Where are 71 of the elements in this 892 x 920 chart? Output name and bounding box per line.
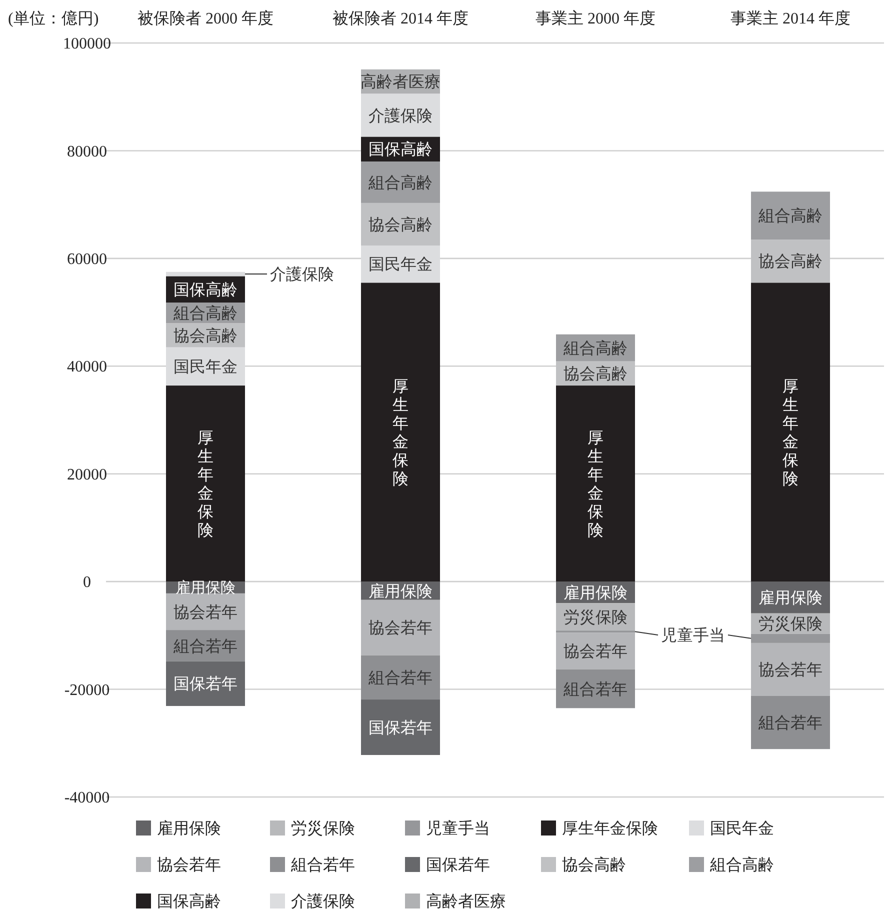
- legend-label: 組合高齢: [709, 856, 774, 874]
- x-tick-label: 被保険者 2014 年度: [332, 10, 468, 28]
- data-label: 国民年金: [368, 256, 432, 274]
- data-label: 協会高齢: [564, 365, 628, 384]
- y-tick-label: 20000: [67, 466, 107, 484]
- legend-label: 国保若年: [426, 856, 490, 874]
- bar: [556, 386, 635, 582]
- data-label: 組合高齢: [172, 304, 238, 322]
- data-label: 組合若年: [562, 680, 628, 698]
- data-label: 雇用保険: [564, 584, 628, 602]
- data-label: 組合高齢: [562, 339, 628, 358]
- data-label: 協会高齢: [368, 216, 432, 234]
- y-tick-label: -20000: [64, 682, 110, 699]
- data-label: 協会高齢: [174, 326, 238, 345]
- bar: [361, 700, 440, 755]
- y-tick-label: -40000: [64, 790, 110, 807]
- data-label: 労災保険: [758, 615, 822, 634]
- data-label: 協会若年: [368, 619, 432, 638]
- data-label: 高齢者医療: [360, 73, 440, 92]
- legend-label: 高齢者医療: [426, 892, 506, 911]
- data-label: 厚生年金保険: [198, 430, 214, 540]
- y-tick-label: 100000: [63, 36, 111, 53]
- legend-label: 国民年金: [710, 820, 774, 838]
- y-tick-label: 0: [83, 574, 91, 592]
- x-tick-label: 事業主 2014 年度: [730, 10, 850, 28]
- legend-label: 児童手当: [426, 820, 490, 838]
- data-label: 協会高齢: [758, 252, 822, 271]
- data-label: 国保高齢: [368, 140, 432, 159]
- bar: [166, 272, 245, 276]
- y-tick-label: 80000: [67, 143, 107, 160]
- legend-label: 組合若年: [290, 856, 355, 874]
- data-label: 雇用保険: [176, 580, 236, 597]
- bar: [361, 600, 440, 656]
- x-tick-label: 事業主 2000 年度: [536, 10, 656, 28]
- bar: [751, 642, 830, 696]
- data-label: 厚生年金保険: [392, 378, 408, 488]
- legend-label: 協会若年: [157, 856, 221, 874]
- legend-label: 厚生年金保険: [562, 820, 658, 838]
- data-label: 協会若年: [758, 660, 822, 679]
- y-axis-title: (単位：億円): [8, 10, 99, 28]
- bar: [751, 634, 830, 643]
- data-label: 雇用保険: [758, 589, 822, 608]
- x-tick-label: 被保険者 2000 年度: [138, 10, 274, 28]
- data-label: 介護保険: [270, 266, 334, 284]
- legend-label: 国保高齢: [157, 892, 221, 911]
- data-label: 協会若年: [564, 642, 628, 661]
- data-label: 国保高齢: [174, 280, 238, 299]
- y-tick-label: 60000: [67, 251, 107, 268]
- y-tick-label: 40000: [67, 358, 107, 376]
- data-label: 雇用保険: [368, 582, 432, 600]
- data-label: 国民年金: [174, 359, 238, 376]
- legend-label: 雇用保険: [157, 820, 221, 838]
- data-label: 組合若年: [368, 669, 432, 688]
- bar: [751, 696, 830, 750]
- data-label: 組合若年: [172, 637, 238, 656]
- data-label: 組合高齢: [758, 207, 822, 226]
- data-label: 厚生年金保険: [782, 378, 798, 488]
- data-label: 協会若年: [174, 603, 238, 622]
- legend-label: 労災保険: [291, 820, 355, 838]
- data-label: 厚生年金保険: [588, 430, 604, 540]
- bar: [361, 282, 440, 582]
- data-label: 労災保険: [564, 608, 628, 626]
- data-label: 児童手当: [661, 626, 725, 645]
- data-label: 介護保険: [368, 106, 432, 125]
- data-label: 組合高齢: [368, 174, 432, 192]
- data-label: 国保若年: [368, 718, 432, 737]
- legend-label: 協会高齢: [562, 856, 626, 874]
- legend-label: 介護保険: [291, 892, 355, 911]
- data-label: 組合若年: [758, 714, 822, 732]
- bar: [751, 282, 830, 582]
- data-label: 国保若年: [174, 675, 238, 694]
